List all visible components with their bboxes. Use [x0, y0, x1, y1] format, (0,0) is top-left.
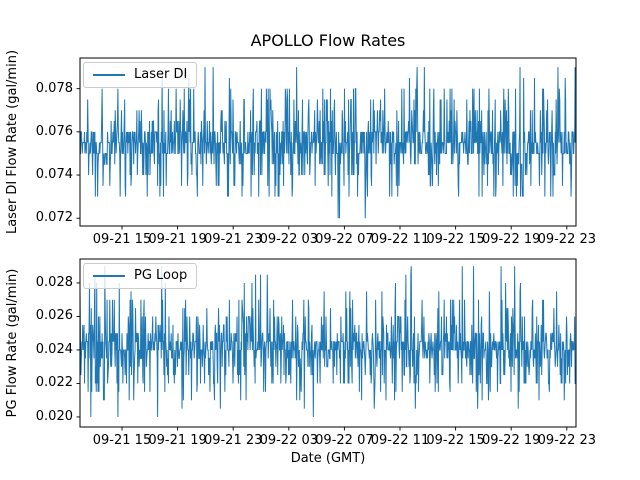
y-tick-label: 0.020 [35, 408, 73, 424]
axes-tick-marks [76, 88, 568, 230]
x-tick-label: 09-22 03 [259, 232, 319, 247]
axes-frame [79, 258, 577, 428]
pg-loop-series-line [79, 266, 577, 417]
chart-title: APOLLO Flow Rates [250, 31, 406, 50]
x-tick-label: 09-22 23 [537, 433, 597, 448]
x-tick-label: 09-22 15 [426, 232, 485, 247]
y-tick-label: 0.028 [35, 274, 73, 290]
axes-frame [79, 57, 577, 227]
y-tick-label: 0.024 [35, 341, 73, 357]
y-tick-label: 0.072 [35, 210, 73, 226]
x-tick-label: 09-22 07 [315, 232, 374, 247]
x-axis-label: Date (GMT) [290, 451, 366, 466]
axes-tick-marks [76, 282, 568, 431]
y-axis-label-pg: PG Flow Rate (gal/min) [5, 268, 20, 418]
x-tick-label: 09-22 03 [259, 433, 319, 448]
y-tick-label: 0.076 [35, 123, 73, 139]
x-tick-label: 09-22 07 [315, 433, 374, 448]
y-tick-label: 0.026 [35, 308, 73, 324]
x-tick-label: 09-22 15 [426, 433, 485, 448]
legend-line-sample [93, 74, 125, 76]
axes-pg-loop: PG Loop [76, 258, 577, 431]
laser-di-series-line [79, 67, 577, 219]
x-tick-label: 09-21 19 [148, 232, 207, 247]
x-tick-label: 09-22 19 [481, 433, 541, 448]
legend-pg-loop: PG Loop [83, 263, 198, 289]
x-tick-label: 09-22 19 [481, 232, 541, 247]
pg-loop-plot-svg [76, 258, 577, 431]
x-tick-label: 09-21 15 [92, 433, 152, 448]
y-tick-label: 0.022 [35, 375, 73, 391]
legend-laser-di: Laser DI [83, 62, 198, 88]
x-tick-label: 09-22 11 [370, 232, 430, 247]
x-tick-label: 09-21 23 [203, 232, 263, 247]
x-tick-label: 09-22 11 [370, 433, 430, 448]
x-tick-label: 09-21 15 [92, 232, 152, 247]
legend-label: Laser DI [134, 67, 188, 82]
legend-line-sample [93, 275, 125, 277]
y-tick-label: 0.078 [35, 80, 73, 96]
x-tick-label: 09-21 19 [148, 433, 207, 448]
legend-label: PG Loop [134, 268, 188, 283]
y-tick-label: 0.074 [35, 167, 73, 183]
axes-laser-di: Laser DI [76, 57, 577, 230]
y-axis-label-laser-di: Laser DI Flow Rate (gal/min) [5, 49, 20, 235]
x-tick-label: 09-22 23 [537, 232, 597, 247]
x-tick-label: 09-21 23 [203, 433, 263, 448]
laser-di-plot-svg [76, 57, 577, 230]
